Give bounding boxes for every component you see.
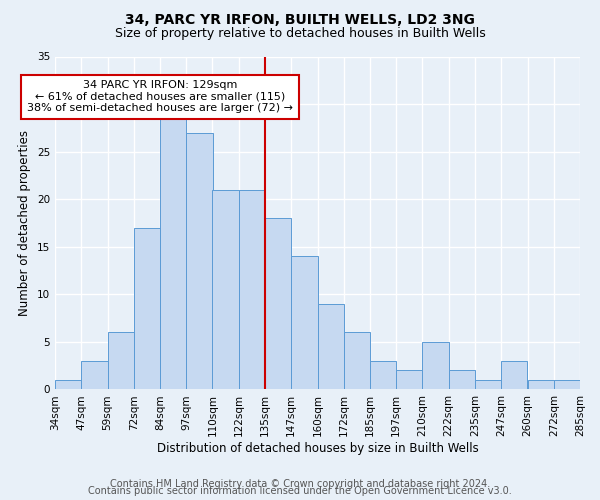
Bar bbox=[160, 114, 186, 390]
Text: 34 PARC YR IRFON: 129sqm
← 61% of detached houses are smaller (115)
38% of semi-: 34 PARC YR IRFON: 129sqm ← 61% of detach… bbox=[27, 80, 293, 114]
Bar bbox=[291, 256, 317, 390]
Bar bbox=[265, 218, 291, 390]
Bar bbox=[239, 190, 265, 390]
Bar bbox=[527, 380, 554, 390]
Bar bbox=[422, 342, 449, 390]
Bar bbox=[370, 361, 396, 390]
Bar bbox=[344, 332, 370, 390]
Bar bbox=[55, 380, 81, 390]
Text: Contains public sector information licensed under the Open Government Licence v3: Contains public sector information licen… bbox=[88, 486, 512, 496]
X-axis label: Distribution of detached houses by size in Builth Wells: Distribution of detached houses by size … bbox=[157, 442, 478, 455]
Bar bbox=[475, 380, 501, 390]
Bar bbox=[317, 304, 344, 390]
Bar bbox=[134, 228, 160, 390]
Text: Contains HM Land Registry data © Crown copyright and database right 2024.: Contains HM Land Registry data © Crown c… bbox=[110, 479, 490, 489]
Text: Size of property relative to detached houses in Builth Wells: Size of property relative to detached ho… bbox=[115, 28, 485, 40]
Bar bbox=[449, 370, 475, 390]
Bar bbox=[107, 332, 134, 390]
Y-axis label: Number of detached properties: Number of detached properties bbox=[19, 130, 31, 316]
Bar bbox=[81, 361, 107, 390]
Bar bbox=[501, 361, 527, 390]
Bar bbox=[396, 370, 422, 390]
Bar bbox=[212, 190, 239, 390]
Bar bbox=[186, 132, 212, 390]
Text: 34, PARC YR IRFON, BUILTH WELLS, LD2 3NG: 34, PARC YR IRFON, BUILTH WELLS, LD2 3NG bbox=[125, 12, 475, 26]
Bar bbox=[554, 380, 580, 390]
